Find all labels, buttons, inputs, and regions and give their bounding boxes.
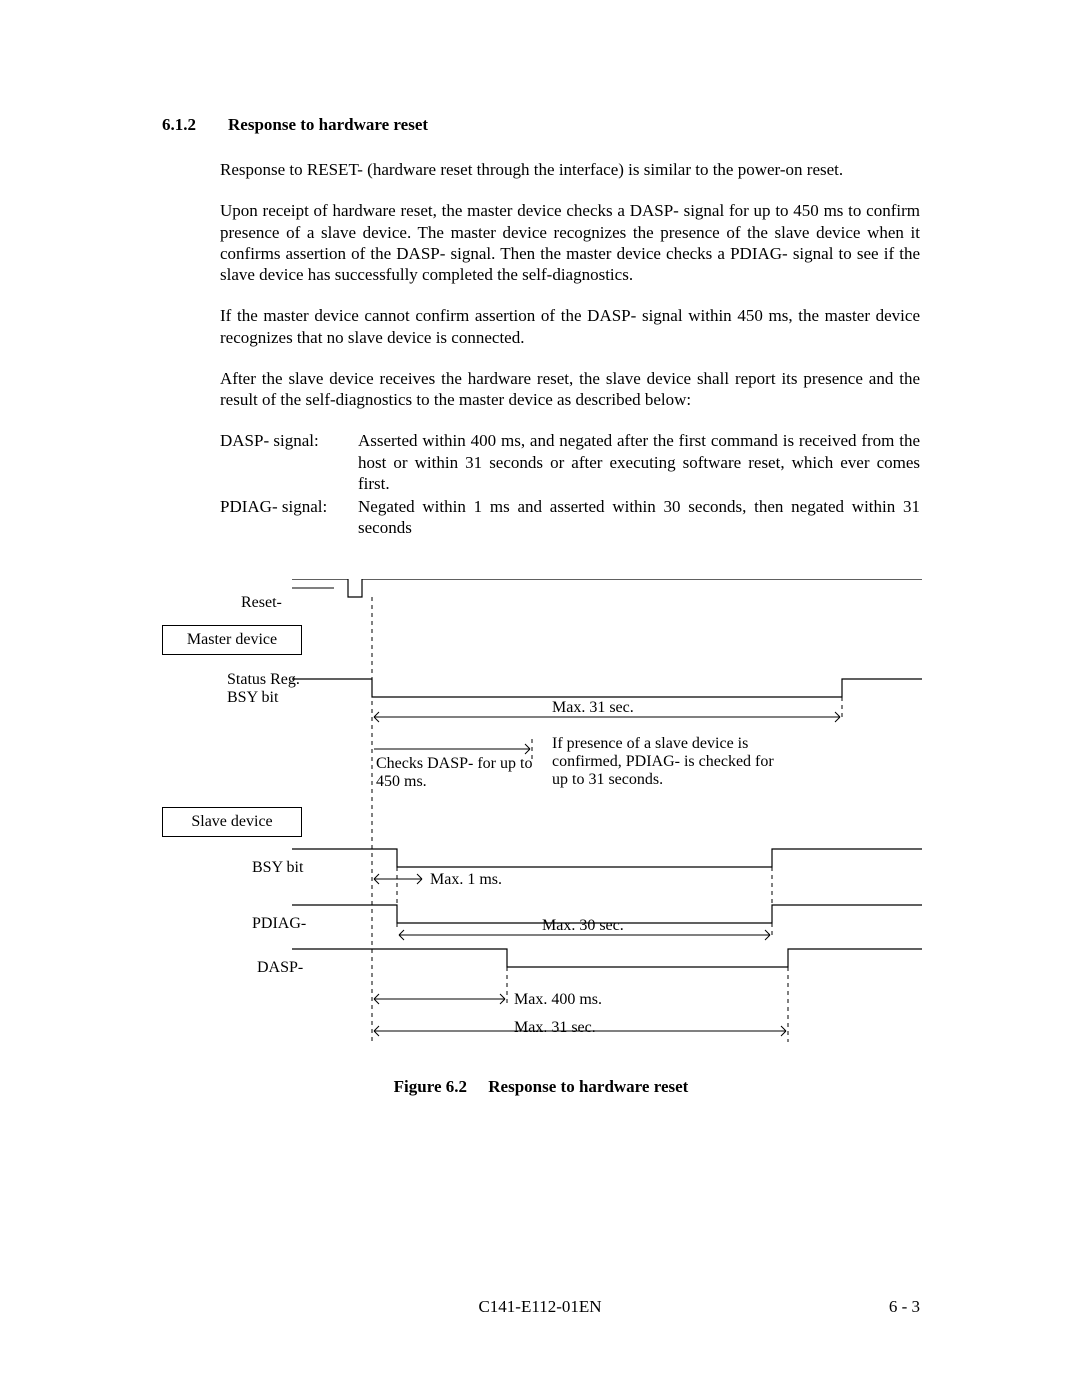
row-label-dasp: DASP- [257, 959, 303, 977]
paragraph-3: If the master device cannot confirm asse… [220, 305, 920, 348]
paragraph-1: Response to RESET- (hardware reset throu… [220, 159, 920, 180]
signal-pdiag-desc: Negated within 1 ms and asserted within … [358, 496, 920, 539]
slave-device-label: Slave device [191, 813, 272, 831]
annotation-presence-line1: If presence of a slave device is [552, 735, 774, 753]
annotation-presence: If presence of a slave device is confirm… [552, 735, 774, 789]
annotation-presence-line2: confirmed, PDIAG- is checked for [552, 753, 774, 771]
page-footer: C141-E112-01EN 6 - 3 [0, 1297, 1080, 1317]
row-label-status-line2: BSY bit [227, 689, 300, 707]
row-label-bsy: BSY bit [252, 859, 303, 877]
figure-number: Figure 6.2 [394, 1077, 467, 1096]
annotation-checks-line2: 450 ms. [376, 773, 532, 791]
section-number: 6.1.2 [162, 115, 196, 135]
row-label-status-line1: Status Reg. [227, 671, 300, 689]
row-label-pdiag: PDIAG- [252, 915, 306, 933]
section-title: Response to hardware reset [228, 115, 428, 135]
row-label-status-bsy: Status Reg. BSY bit [227, 671, 300, 707]
annotation-max31-top: Max. 31 sec. [552, 699, 634, 717]
footer-page-number: 6 - 3 [889, 1297, 920, 1317]
annotation-max30: Max. 30 sec. [542, 917, 624, 935]
figure-caption: Figure 6.2 Response to hardware reset [162, 1077, 920, 1097]
footer-doc-id: C141-E112-01EN [478, 1297, 601, 1317]
annotation-presence-line3: up to 31 seconds. [552, 771, 774, 789]
signal-list: DASP- signal: Asserted within 400 ms, an… [220, 430, 920, 538]
annotation-max1ms: Max. 1 ms. [430, 871, 502, 889]
section-heading: 6.1.2 Response to hardware reset [162, 115, 920, 135]
annotation-max400: Max. 400 ms. [514, 991, 602, 1009]
annotation-checks-line1: Checks DASP- for up to [376, 755, 532, 773]
signal-dasp-label: DASP- signal: [220, 430, 358, 494]
paragraph-4: After the slave device receives the hard… [220, 368, 920, 411]
signal-pdiag: PDIAG- signal: Negated within 1 ms and a… [220, 496, 920, 539]
signal-dasp-desc: Asserted within 400 ms, and negated afte… [358, 430, 920, 494]
timing-diagram: Master device Slave device Reset- Status… [162, 579, 922, 1049]
annotation-max31-bot: Max. 31 sec. [514, 1019, 596, 1037]
annotation-checks-dasp: Checks DASP- for up to 450 ms. [376, 755, 532, 791]
master-device-box: Master device [162, 625, 302, 655]
paragraph-2: Upon receipt of hardware reset, the mast… [220, 200, 920, 285]
master-device-label: Master device [187, 631, 277, 649]
slave-device-box: Slave device [162, 807, 302, 837]
signal-pdiag-label: PDIAG- signal: [220, 496, 358, 539]
signal-dasp: DASP- signal: Asserted within 400 ms, an… [220, 430, 920, 494]
row-label-reset: Reset- [241, 594, 282, 612]
figure-title: Response to hardware reset [488, 1077, 688, 1096]
